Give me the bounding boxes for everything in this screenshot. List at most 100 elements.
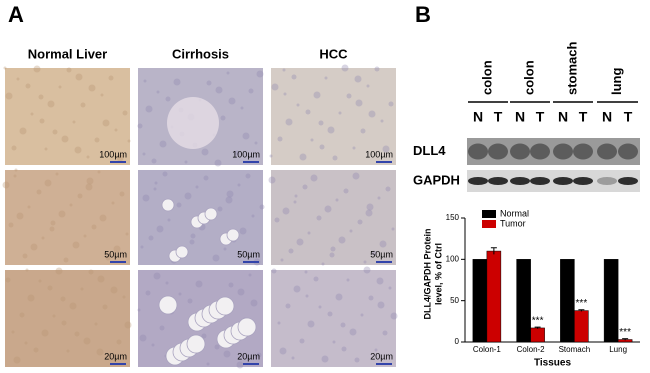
cell-nucleus bbox=[159, 325, 165, 331]
cell-nucleus bbox=[142, 152, 146, 156]
cell-nucleus bbox=[226, 190, 234, 198]
cell-nucleus bbox=[137, 308, 141, 312]
micrograph bbox=[5, 270, 130, 367]
cell-nucleus bbox=[184, 160, 188, 164]
blot-band bbox=[618, 177, 638, 185]
cell-nucleus bbox=[105, 255, 111, 261]
cell-nucleus bbox=[3, 66, 7, 70]
cell-nucleus bbox=[277, 136, 283, 142]
cell-nucleus bbox=[139, 334, 147, 342]
cell-nucleus bbox=[187, 298, 193, 304]
cell-nucleus bbox=[99, 214, 107, 222]
blot-band bbox=[488, 177, 508, 185]
cell-nucleus bbox=[153, 272, 161, 280]
lane-label: N bbox=[558, 109, 568, 125]
cell-nucleus bbox=[259, 204, 265, 210]
cell-nucleus bbox=[201, 333, 207, 339]
cell-nucleus bbox=[39, 118, 45, 124]
cell-nucleus bbox=[52, 129, 58, 135]
legend-swatch bbox=[482, 220, 496, 228]
cell-nucleus bbox=[122, 295, 126, 299]
bar bbox=[574, 310, 589, 343]
fat-droplet bbox=[186, 334, 206, 354]
cell-nucleus bbox=[156, 90, 160, 94]
legend-label: Normal bbox=[500, 208, 529, 218]
cell-nucleus bbox=[228, 282, 234, 288]
cell-nucleus bbox=[215, 86, 223, 94]
bar bbox=[560, 259, 575, 343]
cell-nucleus bbox=[354, 75, 362, 83]
blot-band bbox=[530, 143, 550, 160]
bar bbox=[486, 250, 502, 343]
cell-nucleus bbox=[251, 214, 255, 218]
cell-nucleus bbox=[41, 236, 45, 240]
panel-label: A bbox=[8, 2, 24, 27]
cell-nucleus bbox=[382, 145, 390, 153]
cell-nucleus bbox=[341, 346, 347, 352]
cell-nucleus bbox=[363, 266, 371, 274]
cell-nucleus bbox=[13, 174, 17, 178]
cell-nucleus bbox=[343, 188, 349, 194]
cell-nucleus bbox=[69, 203, 73, 207]
tissue-label: lung bbox=[609, 68, 624, 95]
cell-nucleus bbox=[145, 105, 153, 113]
cell-nucleus bbox=[41, 329, 49, 337]
cell-nucleus bbox=[13, 356, 21, 364]
cell-nucleus bbox=[52, 314, 56, 318]
cell-nucleus bbox=[151, 158, 157, 164]
cell-nucleus bbox=[271, 83, 279, 91]
cell-nucleus bbox=[58, 210, 66, 218]
cell-nucleus bbox=[285, 303, 291, 309]
cell-nucleus bbox=[282, 68, 286, 72]
scale-bar-label: 50µm bbox=[370, 249, 393, 259]
cell-nucleus bbox=[165, 281, 169, 285]
cell-nucleus bbox=[360, 313, 364, 317]
cell-nucleus bbox=[102, 119, 110, 127]
scale-bar-label: 20µm bbox=[237, 351, 260, 361]
cell-nucleus bbox=[38, 279, 42, 283]
cell-nucleus bbox=[294, 194, 298, 198]
scale-bar-label: 20µm bbox=[104, 351, 127, 361]
cell-nucleus bbox=[214, 344, 220, 350]
cell-nucleus bbox=[316, 215, 322, 221]
cell-nucleus bbox=[176, 202, 182, 208]
cell-nucleus bbox=[201, 148, 209, 156]
significance-label: *** bbox=[532, 316, 544, 327]
cell-nucleus bbox=[206, 80, 212, 86]
cell-nucleus bbox=[143, 79, 147, 83]
cell-nucleus bbox=[380, 119, 384, 123]
cell-nucleus bbox=[324, 76, 328, 80]
y-tick-label: 150 bbox=[446, 213, 460, 222]
cell-nucleus bbox=[280, 258, 284, 262]
cell-nucleus bbox=[47, 285, 53, 291]
cell-nucleus bbox=[283, 92, 287, 96]
cell-nucleus bbox=[212, 254, 220, 262]
cell-nucleus bbox=[318, 305, 322, 309]
cell-nucleus bbox=[379, 240, 387, 248]
significance-label: *** bbox=[619, 327, 631, 338]
blot-band bbox=[573, 143, 593, 160]
cell-nucleus bbox=[382, 330, 388, 336]
cell-nucleus bbox=[80, 287, 84, 291]
micrograph bbox=[5, 170, 130, 265]
cell-nucleus bbox=[108, 357, 112, 361]
cell-nucleus bbox=[385, 186, 391, 192]
cell-nucleus bbox=[80, 102, 86, 108]
y-axis-label: level, % of Ctrl bbox=[433, 243, 443, 305]
cell-nucleus bbox=[366, 203, 374, 211]
blot-band bbox=[597, 177, 617, 185]
fat-droplet bbox=[237, 317, 257, 337]
blot-band bbox=[553, 143, 573, 160]
cell-nucleus bbox=[340, 322, 346, 328]
blot-band bbox=[510, 177, 530, 185]
scale-bar-label: 100µm bbox=[365, 149, 393, 159]
blot-band bbox=[468, 143, 488, 160]
cell-nucleus bbox=[88, 269, 94, 275]
cell-nucleus bbox=[24, 341, 28, 345]
cell-nucleus bbox=[5, 277, 11, 283]
cell-nucleus bbox=[66, 67, 72, 73]
cell-nucleus bbox=[162, 171, 168, 177]
cell-nucleus bbox=[19, 312, 25, 318]
cell-nucleus bbox=[321, 355, 329, 363]
y-axis-label: DLL4/GAPDH Protein bbox=[422, 228, 432, 319]
